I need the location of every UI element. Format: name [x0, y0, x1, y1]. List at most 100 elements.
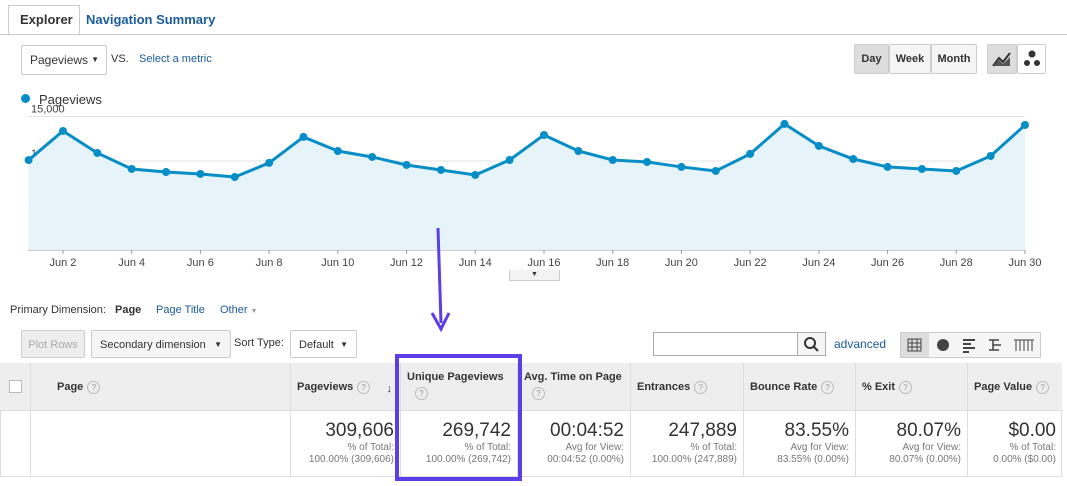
legend-swatch	[21, 94, 30, 103]
help-icon[interactable]: ?	[87, 381, 101, 394]
point	[677, 162, 686, 171]
week-button[interactable]: Week	[889, 44, 931, 74]
point	[952, 166, 961, 175]
search-input[interactable]	[653, 332, 799, 356]
line	[27, 122, 1027, 179]
checkbox[interactable]	[9, 380, 22, 393]
column-header: Unique Pageviews?	[400, 363, 517, 410]
cell	[30, 410, 290, 477]
column-header-text[interactable]: Entrances	[637, 381, 691, 393]
motion-chart-button[interactable]	[1017, 44, 1046, 74]
row-line	[0, 410, 1062, 411]
point	[883, 162, 892, 171]
point	[265, 158, 274, 167]
point	[436, 165, 445, 174]
total-value: 00:04:52	[550, 420, 624, 441]
total-note: % of Total:	[690, 442, 737, 453]
total-value: 269,742	[442, 420, 511, 441]
total-note: Avg for View:	[902, 442, 961, 453]
point	[299, 132, 308, 141]
dimension-option[interactable]: Other ▼	[220, 304, 258, 316]
point	[402, 160, 411, 169]
help-icon[interactable]: ?	[694, 381, 708, 394]
highlight-box	[395, 354, 522, 481]
help-icon[interactable]: ?	[532, 387, 545, 400]
column-header-text[interactable]: Page	[57, 381, 84, 393]
secondary-label: Secondary dimension	[100, 339, 206, 351]
help-icon[interactable]: ?	[415, 387, 428, 400]
point	[505, 155, 514, 164]
metric-label: Pageviews	[30, 53, 89, 67]
column-header-text[interactable]: Pageviews	[297, 381, 354, 393]
cell: $0.00% of Total: 0.00% ($0.00)	[967, 410, 1062, 477]
x-tick-label: Jun 28	[940, 257, 973, 269]
column-header: Avg. Time on Page?	[517, 363, 630, 410]
point	[643, 157, 652, 166]
help-icon[interactable]: ?	[899, 381, 913, 394]
column-header: % Exit?	[855, 363, 967, 410]
x-tick-label: Jun 6	[187, 257, 214, 269]
advanced-link[interactable]: advanced	[834, 337, 887, 351]
sort-dropdown[interactable]: Default ▼	[290, 330, 357, 358]
column-header: Page?	[30, 363, 290, 410]
column-header-text[interactable]: Unique Pageviews	[407, 371, 504, 383]
point	[814, 141, 823, 150]
x-tick-label: Jun 26	[871, 257, 904, 269]
point	[849, 155, 858, 164]
line-chart-button[interactable]	[987, 44, 1017, 74]
x-tick-label: Jun 24	[802, 257, 835, 269]
point	[711, 166, 720, 175]
x-tick-label: Jun 12	[390, 257, 423, 269]
point	[471, 170, 480, 179]
total-detail: 0.00% ($0.00)	[993, 454, 1056, 465]
column-header-text[interactable]: Bounce Rate	[750, 381, 818, 393]
column-header: Entrances?	[630, 363, 743, 410]
dimension-option[interactable]: Page Title	[156, 304, 205, 316]
table-header	[0, 363, 1062, 410]
total-note: Avg for View:	[565, 442, 624, 453]
plot-rows-button[interactable]: Plot Rows	[21, 330, 85, 358]
help-icon[interactable]: ?	[357, 381, 371, 394]
point	[230, 172, 239, 181]
tab-rule	[0, 34, 1067, 35]
total-detail: 83.55% (0.00%)	[777, 454, 849, 465]
help-icon[interactable]: ?	[821, 381, 835, 394]
total-detail: 80.07% (0.00%)	[889, 454, 961, 465]
select-metric[interactable]: Select a metric	[139, 53, 212, 65]
column-header: Bounce Rate?	[743, 363, 855, 410]
metric-dropdown[interactable]: Pageviews ▼	[21, 45, 107, 75]
month-button[interactable]: Month	[931, 44, 977, 74]
total-value: 83.55%	[784, 420, 849, 441]
total-value: 80.07%	[896, 420, 961, 441]
view-buttons[interactable]	[900, 332, 1041, 358]
x-tick-label: Jun 20	[665, 257, 698, 269]
point	[780, 119, 789, 128]
help-icon[interactable]: ?	[1036, 381, 1050, 394]
sort-value: Default	[299, 339, 334, 351]
column-header-text[interactable]: Avg. Time on Page	[524, 371, 622, 383]
arrow	[430, 227, 451, 333]
x-tick-label: Jun 2	[49, 257, 76, 269]
dimension-selected[interactable]: Page	[115, 304, 142, 316]
x-tick-label: Jun 22	[734, 257, 767, 269]
total-detail: 100.00% (247,889)	[651, 454, 737, 465]
chart-collapse[interactable]: ▼	[509, 270, 560, 281]
point	[746, 149, 755, 158]
column-header-text[interactable]: % Exit	[862, 381, 896, 393]
column-header-text[interactable]: Page Value	[974, 381, 1033, 393]
sort-arrow: ↓	[386, 383, 393, 395]
x-tick-label: Jun 4	[118, 257, 145, 269]
point	[333, 146, 342, 155]
day-button[interactable]: Day	[854, 44, 889, 74]
point	[127, 164, 136, 173]
vs-label: VS.	[111, 53, 129, 65]
search-button[interactable]	[797, 332, 826, 356]
tab[interactable]: Navigation Summary	[86, 12, 216, 27]
secondary-dimension[interactable]: Secondary dimension ▼	[91, 330, 231, 358]
tab[interactable]: Explorer	[20, 12, 73, 27]
tab-active[interactable]	[8, 5, 80, 36]
x-tick-label: Jun 18	[596, 257, 629, 269]
y-tick-label: 15,000	[31, 103, 65, 115]
